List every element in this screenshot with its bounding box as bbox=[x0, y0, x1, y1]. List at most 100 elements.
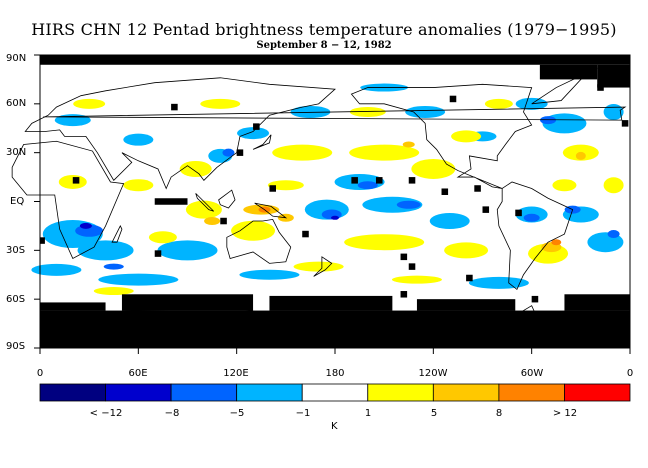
colorbar-label-8n: −8 bbox=[164, 408, 180, 419]
missing-data-cell bbox=[302, 230, 309, 238]
madagascar-coastline bbox=[111, 225, 123, 243]
missing-data-cell bbox=[531, 295, 539, 303]
colorbar-swatch-8 bbox=[564, 383, 631, 402]
missing-data-cell bbox=[466, 274, 473, 282]
missing-data-cell bbox=[408, 263, 416, 270]
colorbar-swatch-0 bbox=[39, 383, 106, 402]
north-america-coastline bbox=[350, 83, 533, 189]
new-zealand-coastline bbox=[313, 256, 333, 277]
colorbar-label-lt-12: < −12 bbox=[89, 408, 123, 419]
southern-ocean-missing bbox=[40, 302, 106, 311]
anomaly-region bbox=[444, 242, 489, 259]
borneo-coastline bbox=[218, 189, 236, 209]
missing-data-cell bbox=[154, 198, 188, 205]
x-tick-60e: 60E bbox=[128, 368, 148, 379]
strong-positive-anomaly bbox=[551, 239, 562, 246]
anomaly-region bbox=[200, 98, 241, 109]
missing-data-cell bbox=[597, 84, 604, 91]
japan-coastline bbox=[252, 134, 272, 150]
anomaly-region bbox=[267, 180, 304, 191]
anomaly-region bbox=[451, 130, 482, 143]
anomaly-region bbox=[552, 179, 577, 192]
anomaly-region bbox=[411, 158, 456, 179]
europe-asia-coastline bbox=[24, 77, 336, 190]
antarctica-coastline bbox=[39, 305, 631, 328]
missing-data-cell bbox=[400, 291, 408, 298]
colorbar-swatch-5 bbox=[367, 383, 434, 402]
y-tick-30s: 30S bbox=[6, 245, 26, 256]
missing-data-cell bbox=[621, 120, 629, 127]
y-tick-60s: 60S bbox=[6, 294, 26, 305]
anomaly-region bbox=[123, 133, 154, 146]
anomaly-region bbox=[429, 213, 470, 230]
y-tick-60n: 60N bbox=[6, 98, 27, 109]
greenland-coastline bbox=[531, 67, 598, 105]
anomaly-region bbox=[222, 148, 235, 157]
anomaly-region bbox=[484, 98, 513, 109]
southern-ocean-missing bbox=[564, 294, 630, 311]
strong-negative-anomaly bbox=[79, 222, 92, 229]
missing-data-cell bbox=[220, 217, 227, 225]
colorbar-label-5: 5 bbox=[430, 408, 438, 419]
missing-data-cell bbox=[154, 250, 162, 257]
anomaly-region bbox=[185, 200, 222, 219]
anomaly-region bbox=[523, 213, 540, 222]
anomaly-region bbox=[98, 273, 179, 286]
anomaly-region bbox=[540, 116, 557, 125]
colorbar-swatch-4 bbox=[301, 383, 369, 402]
missing-data-cell bbox=[40, 237, 45, 244]
anomaly-region bbox=[73, 98, 106, 109]
anomaly-region bbox=[468, 276, 529, 289]
anomaly-region bbox=[239, 269, 300, 280]
missing-data-cell bbox=[474, 185, 481, 192]
y-tick-90n: 90N bbox=[6, 53, 27, 64]
colorbar-label-gt-12: > 12 bbox=[552, 408, 578, 419]
missing-data-cell bbox=[253, 123, 260, 130]
missing-data-cell bbox=[367, 299, 375, 306]
x-tick-180: 180 bbox=[325, 368, 345, 379]
uk-coastline bbox=[43, 106, 627, 121]
anomaly-region bbox=[607, 230, 620, 239]
colorbar-label-1: 1 bbox=[364, 408, 372, 419]
anomaly-region bbox=[362, 196, 423, 213]
map-title: HIRS CHN 12 Pentad brightness temperatur… bbox=[31, 20, 617, 39]
missing-data-cell bbox=[482, 206, 490, 213]
colorbar-unit: K bbox=[331, 421, 338, 432]
arctic-missing-band bbox=[40, 55, 630, 65]
missing-data-cell bbox=[441, 188, 449, 195]
anomaly-region bbox=[272, 144, 333, 161]
missing-data-cell bbox=[515, 209, 522, 217]
greenland-missing bbox=[597, 64, 630, 88]
anomaly-region bbox=[93, 287, 134, 296]
missing-data-cell bbox=[269, 185, 276, 192]
map-subtitle: September 8 − 12, 1982 bbox=[256, 40, 392, 51]
x-tick-120w: 120W bbox=[418, 368, 448, 379]
anomaly-region bbox=[231, 220, 276, 241]
anomaly-region bbox=[148, 231, 177, 244]
anomaly-region bbox=[349, 106, 386, 117]
anomaly-region bbox=[237, 127, 270, 140]
x-tick-60w: 60W bbox=[520, 368, 544, 379]
y-tick-30n: 30N bbox=[6, 147, 27, 158]
anomaly-region bbox=[349, 144, 420, 161]
y-tick-90s: 90S bbox=[6, 341, 26, 352]
anomaly-region bbox=[103, 263, 124, 270]
colorbar-swatch-6 bbox=[432, 383, 500, 402]
missing-data-cell bbox=[408, 177, 416, 184]
anomaly-region bbox=[575, 151, 586, 160]
southern-ocean-missing bbox=[269, 295, 393, 311]
anomaly-region bbox=[123, 179, 154, 192]
anomaly-region bbox=[603, 177, 624, 194]
x-tick-120e: 120E bbox=[223, 368, 249, 379]
sumatra-coastline bbox=[195, 193, 215, 212]
south-america-coastline bbox=[496, 181, 574, 291]
anomaly-region bbox=[204, 217, 221, 226]
colorbar-swatch-7 bbox=[498, 383, 565, 402]
colorbar-label-5n: −5 bbox=[229, 408, 245, 419]
africa-coastline bbox=[11, 140, 125, 260]
anomaly-region bbox=[405, 105, 446, 118]
missing-data-cell bbox=[236, 149, 244, 156]
missing-data-cell bbox=[449, 95, 457, 103]
